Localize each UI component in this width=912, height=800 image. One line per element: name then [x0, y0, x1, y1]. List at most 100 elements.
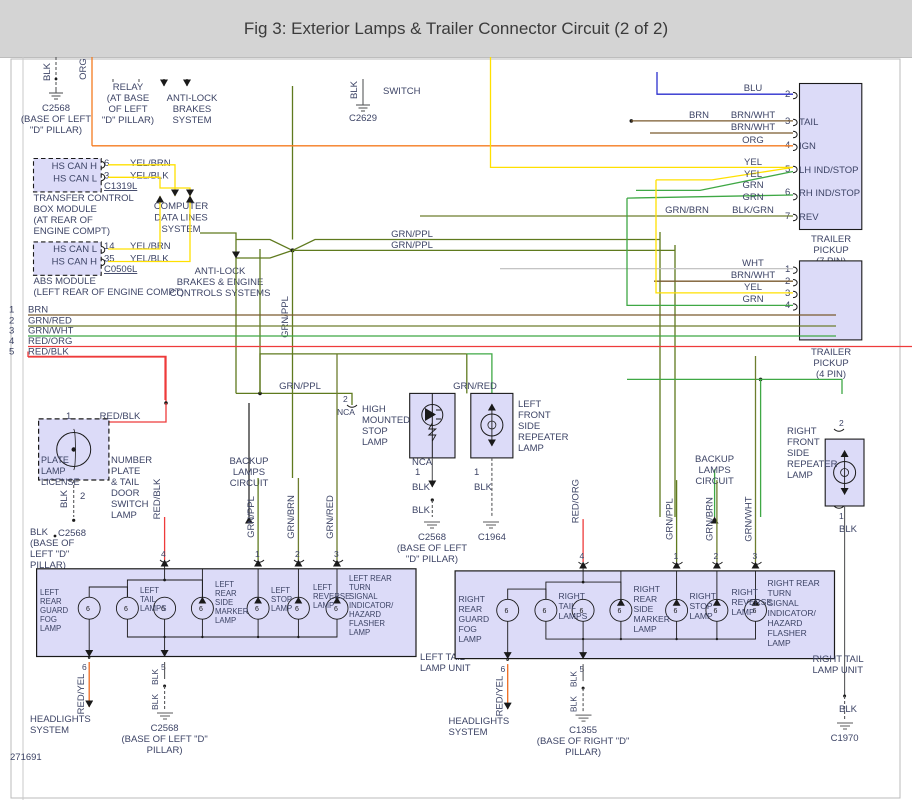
svg-text:SIDE: SIDE	[787, 448, 809, 459]
svg-text:1: 1	[674, 551, 679, 561]
svg-text:MARKER: MARKER	[215, 607, 249, 616]
svg-text:HS CAN L: HS CAN L	[53, 244, 97, 255]
svg-text:6: 6	[505, 608, 509, 615]
svg-text:LAMPS: LAMPS	[140, 604, 166, 613]
svg-text:BRN/WHT: BRN/WHT	[731, 122, 776, 133]
svg-text:RIGHT: RIGHT	[559, 591, 585, 601]
svg-text:LAMP: LAMP	[634, 624, 657, 634]
svg-text:RED/BLK: RED/BLK	[152, 478, 163, 519]
svg-text:"D" PILLAR): "D" PILLAR)	[406, 554, 458, 565]
svg-text:RIGHT: RIGHT	[732, 587, 758, 597]
svg-text:BRN: BRN	[689, 110, 709, 121]
svg-text:"D" PILLAR): "D" PILLAR)	[30, 125, 82, 136]
svg-text:SWITCH: SWITCH	[111, 499, 149, 510]
svg-text:RIGHT: RIGHT	[459, 594, 485, 604]
svg-text:C1970: C1970	[831, 733, 859, 744]
svg-text:6: 6	[199, 606, 203, 613]
svg-text:HS CAN H: HS CAN H	[52, 161, 98, 172]
svg-text:LAMP UNIT: LAMP UNIT	[420, 663, 471, 674]
svg-text:PILLAR): PILLAR)	[147, 745, 183, 756]
svg-text:GRN: GRN	[742, 294, 763, 305]
svg-text:RIGHT TAIL: RIGHT TAIL	[813, 654, 864, 665]
svg-text:REAR: REAR	[215, 589, 237, 598]
svg-text:BRN/WHT: BRN/WHT	[731, 110, 776, 121]
svg-text:LAMP: LAMP	[111, 510, 137, 521]
svg-text:YEL: YEL	[744, 157, 762, 168]
svg-text:FLASHER: FLASHER	[349, 619, 385, 628]
svg-text:SYSTEM: SYSTEM	[161, 224, 200, 235]
svg-text:SWITCH: SWITCH	[383, 86, 421, 97]
svg-text:BLK: BLK	[474, 482, 493, 493]
svg-text:TRAILER: TRAILER	[811, 347, 851, 358]
svg-text:GUARD: GUARD	[459, 614, 490, 624]
svg-text:LAMP: LAMP	[313, 601, 334, 610]
svg-text:YEL/BLK: YEL/BLK	[130, 171, 169, 182]
svg-text:LAMP: LAMP	[690, 611, 713, 621]
svg-text:LEFT: LEFT	[518, 399, 541, 410]
svg-text:BLK: BLK	[839, 704, 858, 715]
svg-text:GRN/WHT: GRN/WHT	[744, 496, 755, 542]
svg-text:C1964: C1964	[478, 532, 506, 543]
svg-text:2: 2	[839, 418, 844, 428]
svg-text:LEFT: LEFT	[313, 583, 332, 592]
svg-text:COMPUTER: COMPUTER	[154, 201, 209, 212]
svg-text:BLK: BLK	[569, 696, 579, 712]
svg-text:BLK: BLK	[59, 489, 70, 508]
svg-text:BLK/GRN: BLK/GRN	[732, 205, 774, 216]
svg-text:BACKUP: BACKUP	[695, 454, 734, 465]
svg-text:C2629: C2629	[349, 113, 377, 124]
svg-text:HS CAN H: HS CAN H	[52, 257, 98, 268]
svg-text:BACKUP: BACKUP	[229, 456, 268, 467]
svg-text:SYSTEM: SYSTEM	[449, 727, 488, 738]
svg-text:REVERSE: REVERSE	[732, 597, 773, 607]
svg-text:YEL: YEL	[744, 282, 762, 293]
svg-text:NCA: NCA	[337, 407, 355, 417]
svg-text:6: 6	[82, 662, 87, 672]
svg-text:REAR: REAR	[459, 604, 483, 614]
svg-text:GRN/BRN: GRN/BRN	[665, 205, 709, 216]
svg-text:4: 4	[580, 551, 585, 561]
svg-text:SYSTEM: SYSTEM	[30, 725, 69, 736]
svg-text:BLK: BLK	[42, 62, 53, 81]
svg-text:6: 6	[674, 608, 678, 615]
svg-text:STOP: STOP	[271, 595, 292, 604]
svg-text:BLK: BLK	[150, 694, 160, 710]
svg-text:LEFT: LEFT	[271, 586, 290, 595]
svg-text:GRN/BRN: GRN/BRN	[705, 497, 716, 541]
svg-text:4: 4	[9, 336, 14, 347]
svg-text:BLK: BLK	[839, 524, 858, 535]
svg-text:2: 2	[295, 549, 300, 559]
svg-text:BOX MODULE: BOX MODULE	[34, 204, 97, 215]
svg-text:ENGINE COMPT): ENGINE COMPT)	[34, 226, 111, 237]
svg-text:SIDE: SIDE	[518, 421, 540, 432]
svg-text:LAMP: LAMP	[40, 624, 61, 633]
svg-text:ORG: ORG	[78, 58, 89, 80]
svg-text:TURN: TURN	[349, 583, 371, 592]
svg-text:INDICATOR/: INDICATOR/	[768, 608, 817, 618]
svg-text:STOP: STOP	[362, 426, 388, 437]
svg-text:LEFT: LEFT	[140, 586, 159, 595]
svg-text:LAMP: LAMP	[271, 604, 292, 613]
svg-text:GRN/PPL: GRN/PPL	[665, 498, 676, 540]
svg-text:LEFT REAR: LEFT REAR	[349, 574, 392, 583]
svg-text:DATA LINES: DATA LINES	[154, 213, 208, 224]
svg-text:RIGHT: RIGHT	[634, 584, 660, 594]
svg-text:FOG: FOG	[40, 615, 57, 624]
svg-text:BLK: BLK	[412, 505, 431, 516]
svg-text:1: 1	[474, 467, 479, 478]
svg-text:2: 2	[343, 394, 348, 404]
svg-text:3: 3	[334, 549, 339, 559]
svg-text:"D" PILLAR): "D" PILLAR)	[102, 115, 154, 126]
svg-text:GRN: GRN	[742, 180, 763, 191]
svg-text:3: 3	[9, 326, 14, 337]
svg-text:GRN/PPL: GRN/PPL	[280, 296, 291, 338]
svg-text:LAMP: LAMP	[768, 638, 791, 648]
svg-text:LAMP: LAMP	[459, 634, 482, 644]
svg-text:C1319L: C1319L	[104, 181, 137, 192]
svg-text:BRAKES: BRAKES	[173, 104, 212, 115]
svg-text:BLK: BLK	[150, 669, 160, 685]
svg-text:RED/YEL: RED/YEL	[495, 676, 506, 717]
svg-text:6: 6	[86, 606, 90, 613]
svg-text:C2568: C2568	[42, 103, 70, 114]
svg-text:RED/ORG: RED/ORG	[28, 336, 72, 347]
